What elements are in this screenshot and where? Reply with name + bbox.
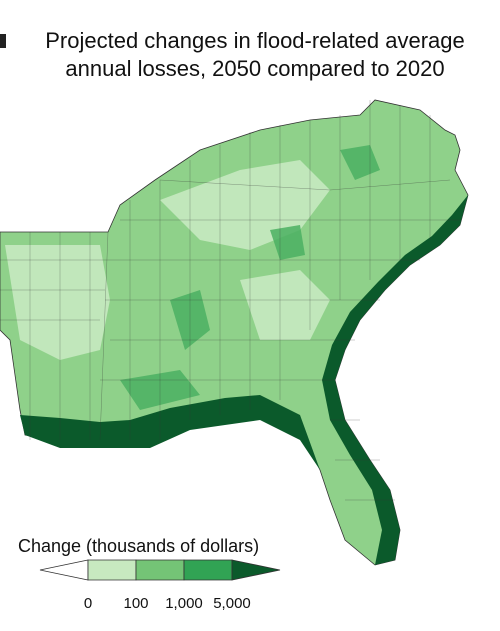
legend-swatch <box>87 559 137 581</box>
legend-swatch <box>183 559 233 581</box>
legend-swatch <box>231 559 281 581</box>
legend-swatch <box>39 559 89 581</box>
legend-title: Change (thousands of dollars) <box>18 536 259 556</box>
legend-tick-label: 1,000 <box>165 595 203 612</box>
title-line: Projected changes in flood-related avera… <box>45 28 465 53</box>
inland-light-area <box>5 160 330 360</box>
county-borders <box>0 100 460 501</box>
map <box>0 99 469 566</box>
legend-tick-label: 100 <box>123 595 148 612</box>
legend-swatch <box>135 559 185 581</box>
legend-tick-label: 5,000 <box>213 595 251 612</box>
legend-tick-label: 0 <box>84 595 92 612</box>
legend: 0 100 1,000 5,000 <box>39 559 281 612</box>
mid-green-area <box>120 145 380 410</box>
title-line: annual losses, 2050 compared to 2020 <box>65 56 444 81</box>
cropped-icon <box>0 34 6 48</box>
